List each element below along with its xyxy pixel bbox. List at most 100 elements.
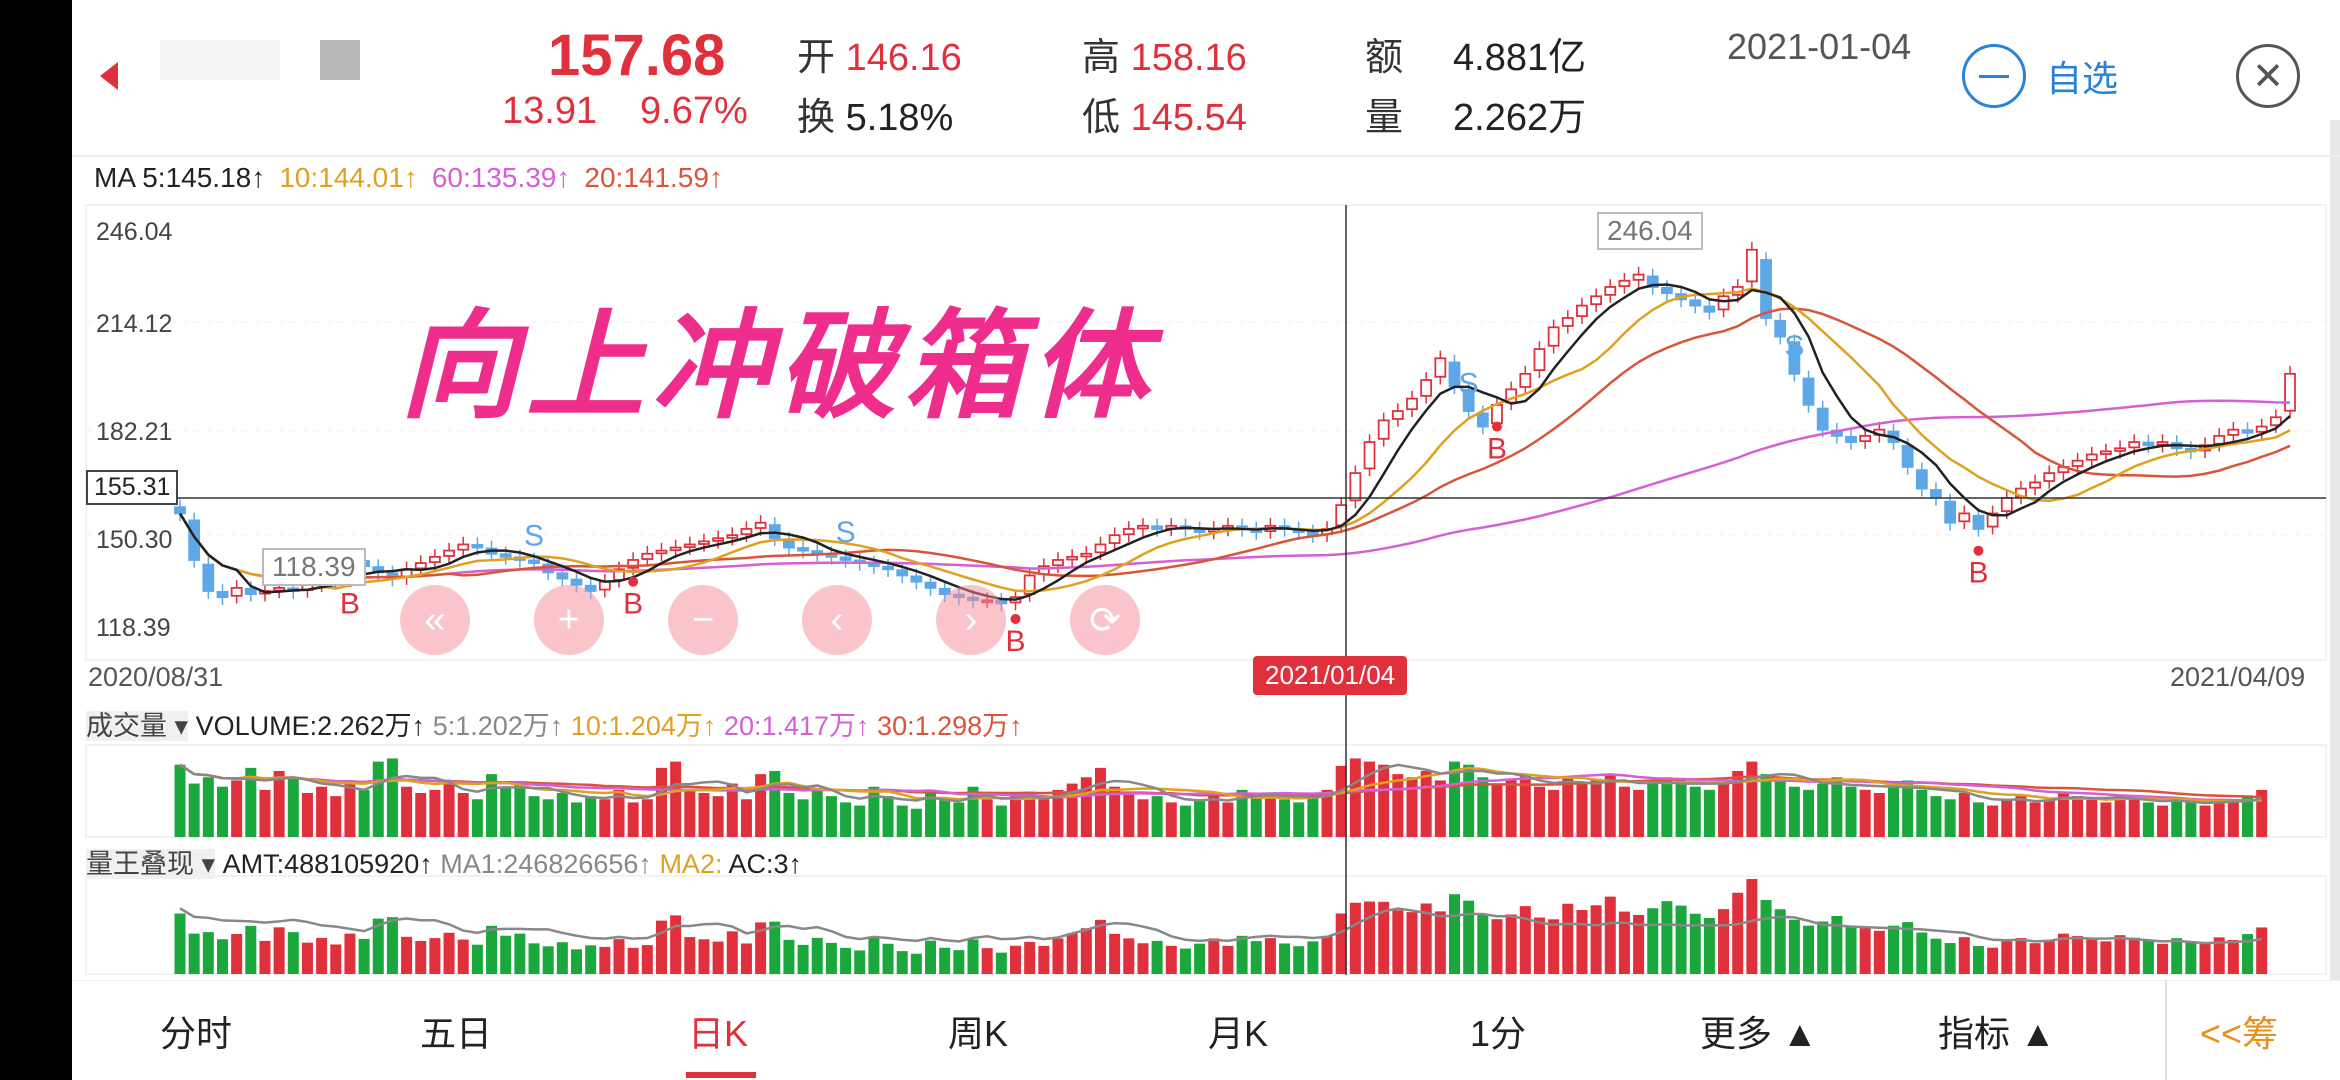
amt-bar bbox=[1817, 921, 1829, 974]
candle-body bbox=[1788, 341, 1801, 375]
tab-daily-k[interactable]: 日K bbox=[688, 1013, 749, 1054]
candle-body bbox=[896, 569, 909, 577]
candle-body bbox=[2156, 441, 2169, 446]
amt-bar bbox=[1123, 938, 1135, 974]
amt-bar bbox=[556, 942, 568, 974]
amt-bar bbox=[1066, 933, 1078, 974]
amt-bar bbox=[471, 944, 483, 974]
volume-bar bbox=[1491, 783, 1503, 837]
amt-bar bbox=[1080, 928, 1092, 974]
volume-bar bbox=[1080, 777, 1092, 837]
tab-five-day[interactable]: 五日 bbox=[420, 1013, 493, 1054]
volume-bar bbox=[896, 805, 908, 837]
open-field: 开 146.16 bbox=[797, 26, 962, 81]
low-field: 低 145.54 bbox=[1082, 86, 1247, 141]
candle-body bbox=[1604, 286, 1617, 296]
amt-bar bbox=[641, 945, 653, 974]
amt-bar bbox=[1505, 914, 1517, 974]
y-tick: 118.39 bbox=[96, 614, 171, 642]
volume-bar bbox=[216, 786, 228, 837]
candle-body bbox=[1151, 525, 1164, 530]
volume-bar bbox=[2171, 799, 2183, 837]
volume-bar bbox=[2213, 799, 2225, 837]
low-label: 低 bbox=[1082, 97, 1121, 139]
amt-bar bbox=[967, 939, 979, 974]
volume-bar bbox=[854, 805, 866, 837]
candle-body bbox=[174, 506, 186, 515]
watchlist-button[interactable]: 自选 bbox=[1962, 44, 2118, 108]
amt-bar bbox=[1647, 908, 1659, 974]
amt-bar bbox=[613, 939, 625, 974]
volume-indicator-select[interactable]: 成交量 ▾ bbox=[86, 711, 189, 741]
buy-signal-label: B bbox=[1968, 557, 1988, 590]
amt-indicator-select[interactable]: 量王叠现 ▾ bbox=[86, 849, 216, 879]
amt-bar bbox=[1788, 919, 1800, 974]
amt-bar bbox=[655, 920, 667, 974]
candle-body bbox=[627, 559, 640, 569]
back-icon[interactable] bbox=[100, 62, 118, 90]
turnover-label: 换 bbox=[797, 97, 836, 139]
candle-body bbox=[1816, 407, 1829, 431]
volume-bar bbox=[174, 764, 186, 837]
chips-panel-toggle[interactable]: <<筹 bbox=[2200, 1013, 2279, 1054]
volume-bar bbox=[1689, 786, 1701, 837]
amt-bar bbox=[301, 942, 313, 974]
volume-bar bbox=[825, 796, 837, 837]
volume-bar bbox=[1165, 802, 1177, 837]
candle-body bbox=[655, 549, 668, 555]
tab-intraday[interactable]: 分时 bbox=[160, 1013, 233, 1054]
volume-bar bbox=[698, 793, 710, 837]
volume-bar bbox=[1902, 780, 1914, 837]
candle-body bbox=[698, 540, 710, 545]
amt-ma2-legend: MA2: bbox=[659, 849, 723, 879]
candle-body bbox=[1476, 412, 1489, 428]
tab-more[interactable]: 更多 ▲ bbox=[1700, 1013, 1818, 1054]
amt-bar bbox=[401, 936, 413, 974]
scrollbar[interactable] bbox=[2330, 120, 2340, 980]
close-icon[interactable]: ✕ bbox=[2236, 44, 2300, 108]
volume-bar bbox=[755, 774, 767, 837]
candle-body bbox=[1349, 472, 1362, 502]
candle-body bbox=[1547, 326, 1560, 347]
amt-bar bbox=[1335, 913, 1347, 974]
amt-bar bbox=[2256, 927, 2268, 974]
tab-indicators[interactable]: 指标 ▲ bbox=[1938, 1013, 2056, 1054]
candle-body bbox=[1689, 299, 1702, 307]
volume-bar bbox=[471, 799, 483, 837]
tab-weekly-k[interactable]: 周K bbox=[948, 1013, 1009, 1054]
amt-bar bbox=[1732, 892, 1744, 974]
tab-monthly-k[interactable]: 月K bbox=[1208, 1013, 1269, 1054]
volume-bar bbox=[1024, 793, 1036, 837]
volume-bar bbox=[2057, 793, 2069, 837]
volume-bar bbox=[1420, 771, 1432, 837]
amount-value: 4.881亿 bbox=[1453, 37, 1587, 79]
tab-1min[interactable]: 1分 bbox=[1470, 1013, 1527, 1054]
amt-bar bbox=[486, 925, 498, 974]
volume-bar bbox=[967, 786, 979, 837]
amt-bar bbox=[231, 933, 243, 974]
amt-bar bbox=[910, 953, 922, 974]
zoom-out-button[interactable]: − bbox=[668, 585, 738, 655]
amt-bar bbox=[216, 939, 228, 974]
candle-body bbox=[882, 565, 894, 571]
volume-bar bbox=[1392, 774, 1404, 837]
amt-bar bbox=[925, 940, 937, 974]
left-black-bar bbox=[0, 0, 72, 1080]
volume-bar bbox=[797, 799, 809, 837]
vol10-legend: 10:1.204万↑ bbox=[570, 711, 717, 741]
step-left-button[interactable]: ‹ bbox=[802, 585, 872, 655]
volume-bar bbox=[981, 799, 993, 837]
zoom-in-button[interactable]: + bbox=[534, 585, 604, 655]
volume-bar bbox=[840, 802, 852, 837]
volume-bar bbox=[1562, 777, 1574, 837]
volume-bar bbox=[2072, 796, 2084, 837]
amt-bar bbox=[1972, 946, 1984, 974]
volume-bar bbox=[231, 780, 243, 837]
step-right-button[interactable]: › bbox=[936, 585, 1006, 655]
rotate-button[interactable]: ⟳ bbox=[1070, 585, 1140, 655]
candle-body bbox=[1363, 441, 1376, 470]
amt-bar bbox=[825, 942, 837, 974]
scroll-left-button[interactable]: « bbox=[400, 585, 470, 655]
amt-bar bbox=[2029, 943, 2041, 974]
